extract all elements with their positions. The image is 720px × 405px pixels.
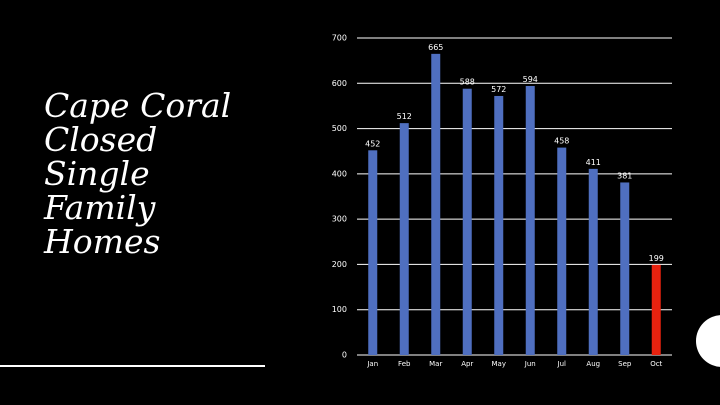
bar (651, 264, 661, 355)
bar (557, 147, 567, 355)
x-tick-label: Oct (650, 360, 662, 368)
value-label: 572 (491, 85, 506, 94)
value-label: 594 (523, 75, 538, 84)
y-tick-label: 500 (332, 124, 347, 133)
x-tick-label: Feb (398, 360, 411, 368)
x-tick-label: Jun (524, 360, 536, 368)
slide-title-line: Family (43, 188, 156, 227)
x-tick-label: Sep (618, 360, 632, 368)
y-tick-label: 600 (332, 79, 347, 88)
value-label: 199 (649, 254, 664, 263)
x-tick-label: Mar (429, 360, 442, 368)
x-tick-label: Jan (366, 360, 378, 368)
y-tick-label: 100 (332, 305, 347, 314)
bar (620, 182, 630, 355)
y-tick-label: 200 (332, 260, 347, 269)
y-tick-label: 0 (342, 351, 347, 360)
bar (525, 86, 535, 355)
decorative-circle (696, 315, 720, 367)
bar (431, 53, 441, 355)
value-label: 458 (554, 137, 569, 146)
value-label: 411 (586, 158, 601, 167)
x-tick-label: Apr (461, 360, 473, 368)
slide-title-line: Homes (43, 222, 160, 261)
slide-title-line: Closed (44, 120, 157, 159)
bar (368, 150, 378, 355)
value-label: 452 (365, 139, 380, 148)
y-tick-label: 400 (332, 169, 347, 178)
value-label: 665 (428, 43, 443, 52)
value-label: 381 (617, 171, 632, 180)
x-tick-label: Aug (586, 360, 600, 368)
slide-title-line: Cape Coral (44, 86, 231, 125)
slide-title-line: Single (44, 154, 150, 193)
bar (588, 168, 598, 355)
y-tick-label: 300 (332, 215, 347, 224)
x-tick-label: May (492, 360, 506, 368)
bar (399, 123, 409, 355)
y-tick-label: 700 (332, 34, 347, 43)
bar (462, 88, 472, 355)
bar (494, 95, 504, 356)
value-label: 588 (460, 78, 475, 87)
x-tick-label: Jul (557, 360, 567, 368)
value-label: 512 (397, 112, 412, 121)
